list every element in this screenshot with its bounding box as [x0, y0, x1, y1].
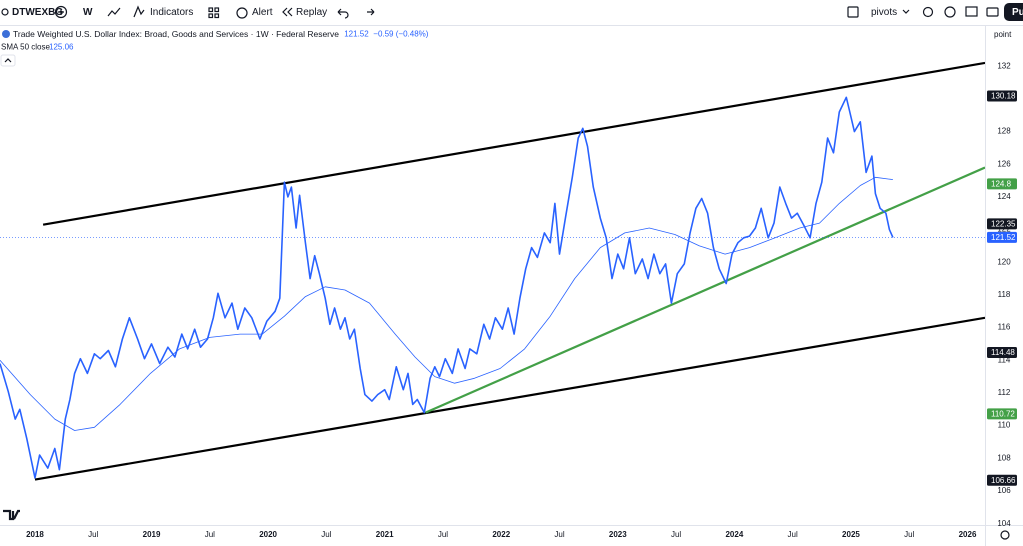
indicators-button[interactable]: Indicators: [150, 7, 193, 18]
price-label: 124.8: [991, 179, 1012, 188]
redo-icon[interactable]: [367, 8, 375, 16]
replay-icon[interactable]: [282, 7, 293, 17]
layouts-icon: [214, 13, 220, 19]
logo[interactable]: [3, 509, 20, 521]
fullscreen-icon[interactable]: [965, 6, 978, 17]
layout-checkbox[interactable]: [847, 6, 859, 18]
search-icon[interactable]: [1, 8, 9, 16]
price-label: 130.18: [991, 92, 1016, 101]
sma-line: [0, 176, 893, 431]
sma-value: 125.06: [49, 43, 74, 52]
x-tick-label: 2020: [259, 530, 277, 539]
price-label-box: [987, 231, 1017, 243]
axes: 1041061081101121141161181201221241261281…: [26, 61, 1017, 539]
price-label-box: [987, 408, 1017, 420]
price-label: 114.48: [991, 348, 1015, 357]
undo-icon[interactable]: [337, 8, 349, 19]
layout-chevron[interactable]: [902, 9, 910, 14]
legend-last: 121.52: [344, 30, 369, 39]
y-tick-label: 112: [998, 388, 1011, 397]
x-tick-label: 2021: [376, 530, 394, 539]
trend-line: [34, 316, 985, 481]
y-tick-label: 124: [997, 192, 1011, 201]
sma-label: SMA 50 close: [1, 43, 50, 52]
flag-icon: [2, 30, 10, 38]
x-tick-label: 2026: [959, 530, 977, 539]
alert-icon[interactable]: [236, 7, 248, 19]
x-tick-label: 2019: [143, 530, 161, 539]
price-label-box: [987, 474, 1017, 486]
publish-button[interactable]: [1004, 3, 1023, 21]
legend-toggle-chevron: [4, 58, 12, 63]
y-tick-label: 114: [998, 355, 1011, 364]
quick-search-icon[interactable]: [922, 6, 934, 18]
y-tick-label: 126: [997, 159, 1011, 168]
x-tick-label: 2025: [842, 530, 860, 539]
trend-line: [42, 61, 985, 226]
snapshot-icon[interactable]: [986, 7, 999, 17]
layouts-icon: [214, 7, 220, 13]
y-tick-label: 128: [997, 127, 1011, 136]
add-symbol-plus: [58, 9, 64, 15]
toolbar: DTWEXBG W Indicators Alert Replay pivots…: [0, 3, 1023, 26]
axis-settings-icon[interactable]: [1000, 530, 1010, 540]
price-label-box: [987, 90, 1017, 102]
y-tick-label: 106: [997, 486, 1011, 495]
add-symbol-icon[interactable]: [54, 5, 68, 19]
x-tick-label: Jul: [904, 530, 914, 539]
axis-unit: point: [994, 30, 1012, 39]
x-tick-label: 2023: [609, 530, 627, 539]
x-tick-label: 2024: [725, 530, 743, 539]
y-tick-label: 104: [997, 519, 1011, 528]
x-tick-label: Jul: [438, 530, 448, 539]
legend-change: −0.59 (−0.48%): [373, 30, 428, 39]
y-tick-label: 110: [998, 421, 1011, 430]
price-label: 121.52: [991, 233, 1016, 242]
x-tick-label: 2018: [26, 530, 44, 539]
symbol[interactable]: DTWEXBG: [12, 7, 63, 18]
x-tick-label: Jul: [671, 530, 681, 539]
price-line: [0, 96, 894, 479]
y-tick-label: 118: [998, 290, 1011, 299]
replay-button[interactable]: Replay: [296, 7, 327, 18]
y-tick-label: 108: [997, 453, 1011, 462]
interval[interactable]: W: [83, 7, 93, 18]
alert-button[interactable]: Alert: [252, 7, 273, 18]
layout-name[interactable]: pivots: [871, 7, 897, 18]
legend-toggle[interactable]: [0, 54, 16, 67]
legend-title: Trade Weighted U.S. Dollar Index: Broad,…: [13, 29, 339, 39]
publish-label: Pu: [1012, 7, 1023, 18]
x-tick-label: Jul: [788, 530, 798, 539]
price-label-box: [987, 218, 1017, 230]
x-tick-label: Jul: [205, 530, 215, 539]
x-tick-label: Jul: [554, 530, 564, 539]
price-label: 122.35: [991, 219, 1016, 228]
price-label-box: [987, 346, 1017, 358]
indicators-icon[interactable]: [133, 5, 145, 18]
x-tick-label: Jul: [321, 530, 331, 539]
plot-area: [0, 61, 985, 481]
layouts-icon[interactable]: [208, 7, 214, 13]
price-label: 106.66: [991, 476, 1016, 485]
chart-type-icon[interactable]: [107, 7, 121, 17]
price-label: 110.72: [991, 409, 1015, 418]
layouts-icon: [208, 13, 214, 19]
legend: Trade Weighted U.S. Dollar Index: Broad,…: [0, 29, 429, 67]
y-tick-label: 116: [998, 323, 1011, 332]
x-tick-label: Jul: [88, 530, 98, 539]
y-tick-label: 132: [997, 61, 1011, 70]
y-tick-label: 120: [997, 257, 1011, 266]
trend-line: [425, 166, 985, 414]
x-tick-label: 2022: [492, 530, 510, 539]
settings-icon[interactable]: [944, 6, 956, 18]
price-label-box: [987, 178, 1017, 190]
